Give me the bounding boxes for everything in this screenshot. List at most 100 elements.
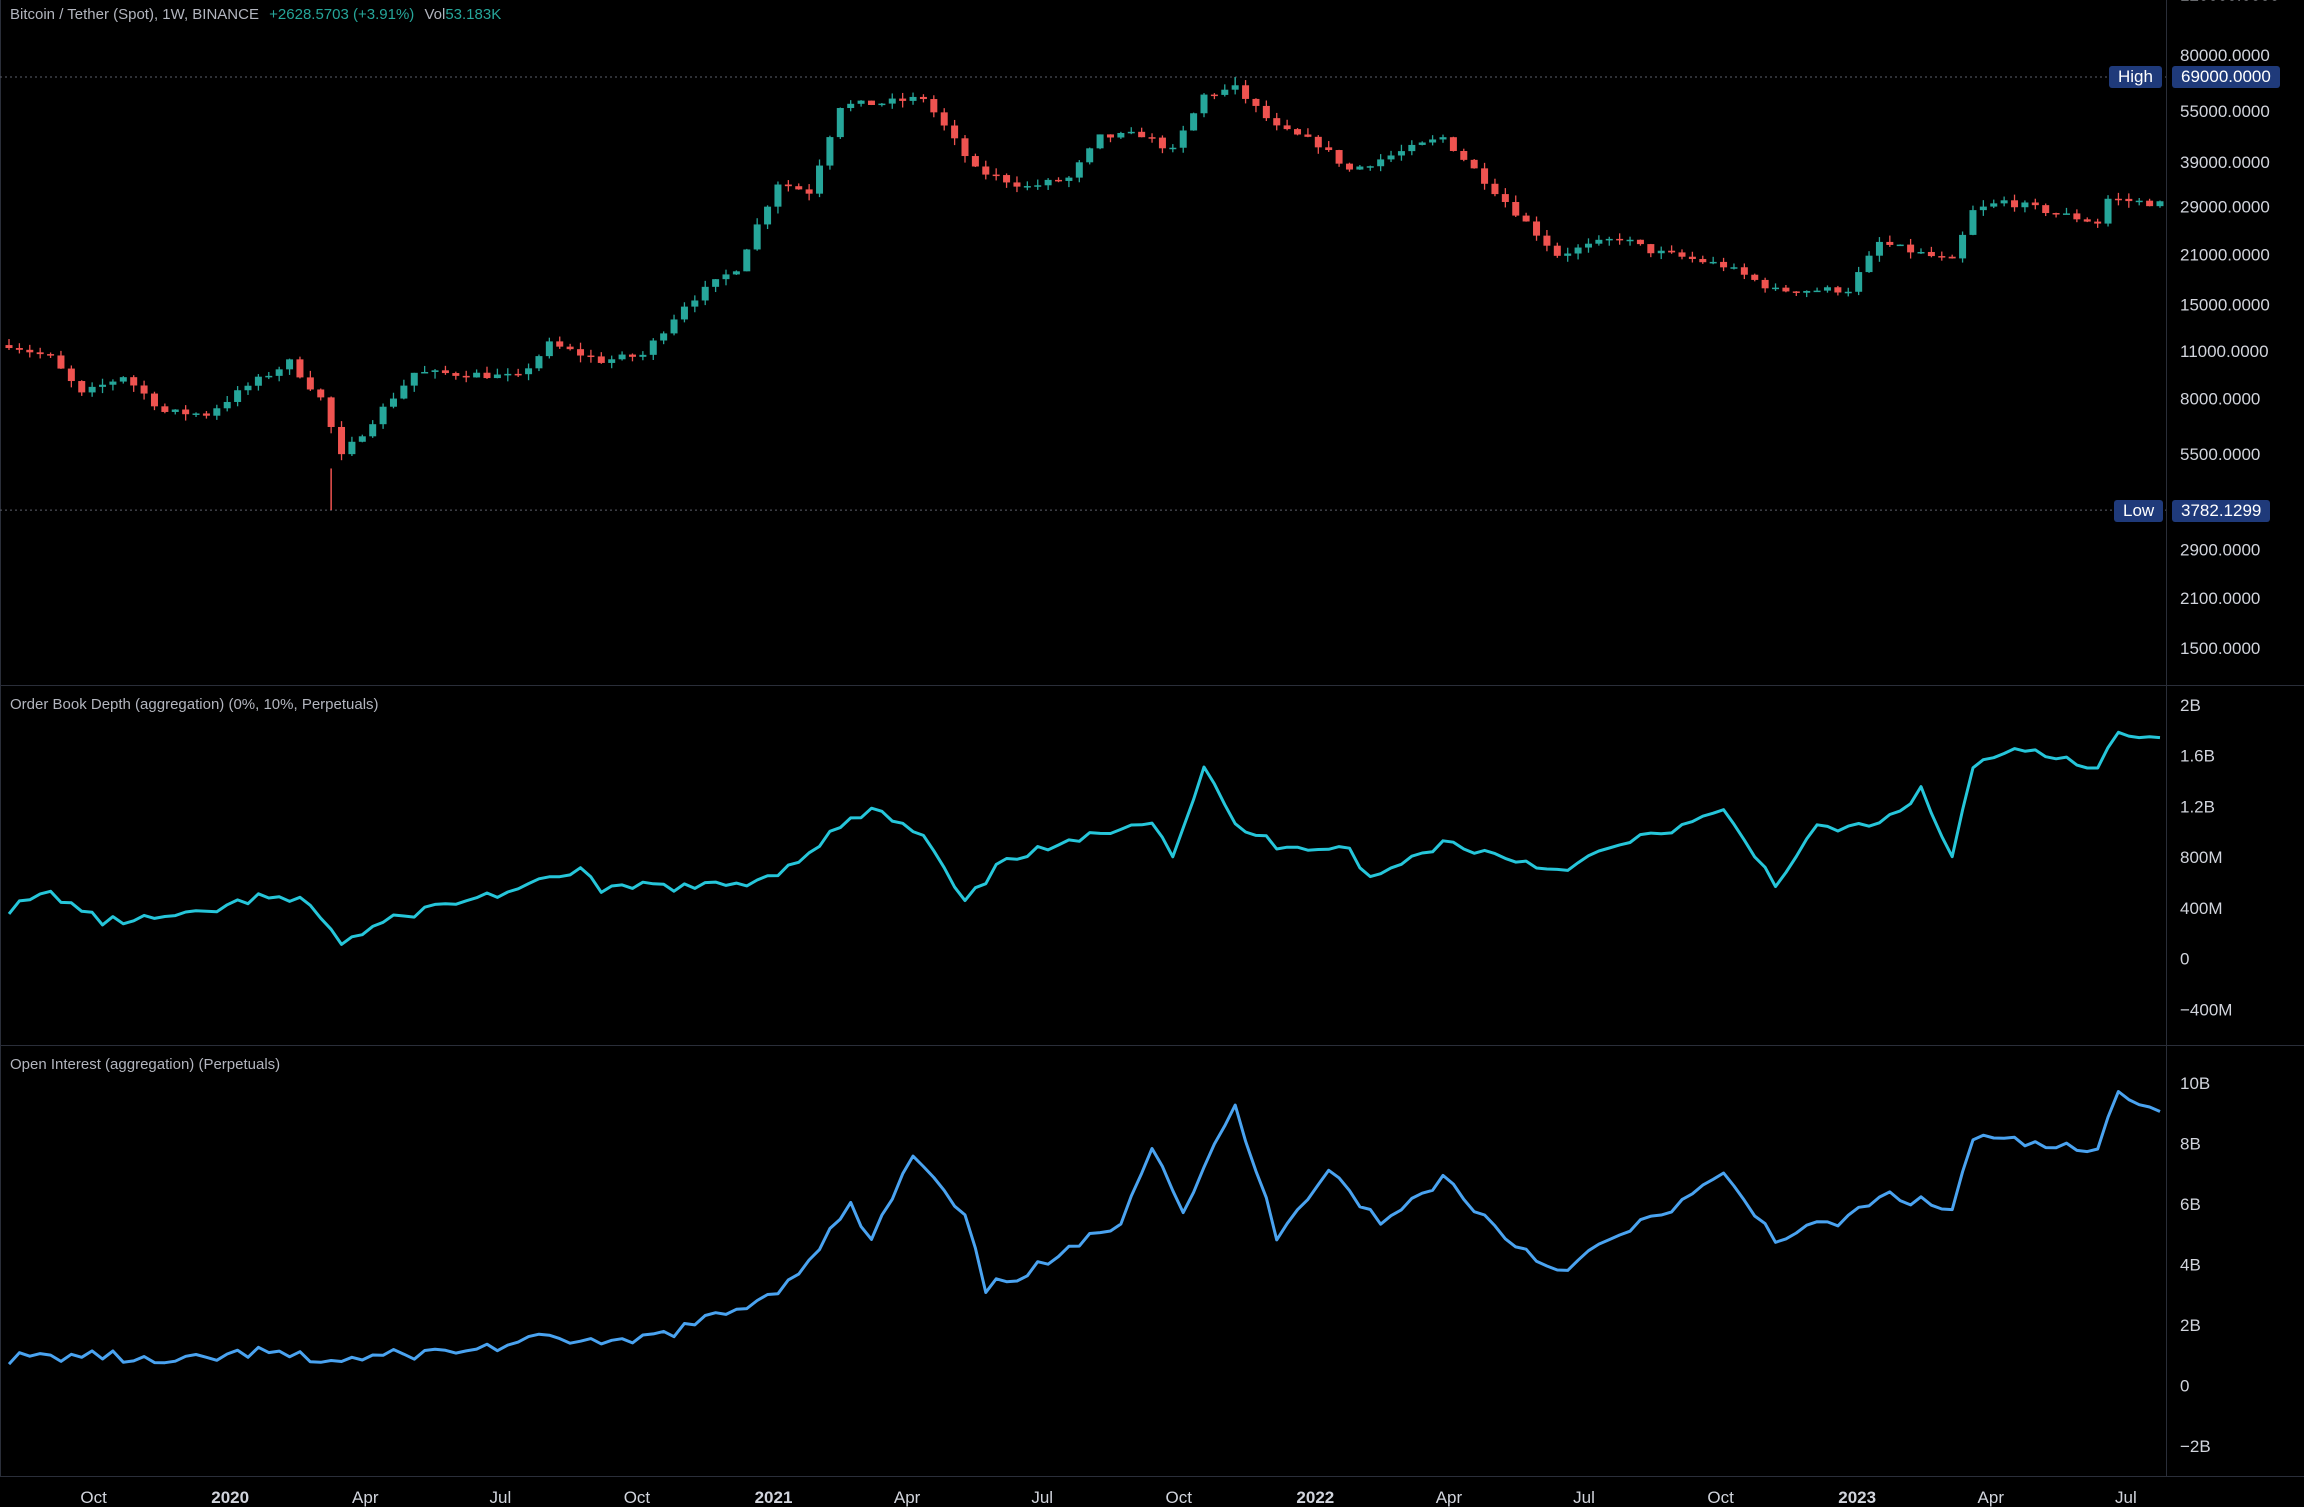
candle-body[interactable] [2062, 213, 2070, 215]
candle-body[interactable] [691, 300, 699, 307]
candle-body[interactable] [1387, 155, 1395, 160]
candle-body[interactable] [234, 390, 242, 402]
candle-body[interactable] [1491, 183, 1499, 195]
candle-body[interactable] [1616, 238, 1624, 241]
candle-body[interactable] [1720, 261, 1728, 268]
candle-body[interactable] [1792, 291, 1800, 293]
candle-body[interactable] [1574, 247, 1582, 254]
candle-body[interactable] [1418, 142, 1426, 145]
candle-body[interactable] [2011, 200, 2019, 208]
candle-body[interactable] [286, 359, 294, 370]
candle-body[interactable] [1553, 245, 1561, 256]
candle-body[interactable] [1366, 166, 1374, 168]
candle-body[interactable] [1262, 105, 1270, 119]
candle-body[interactable] [1979, 206, 1987, 211]
candle-body[interactable] [1605, 238, 1613, 241]
candle-body[interactable] [712, 279, 720, 287]
candle-body[interactable] [130, 377, 138, 386]
candle-body[interactable] [1501, 194, 1509, 202]
candle-body[interactable] [421, 371, 429, 374]
candle-body[interactable] [899, 98, 907, 101]
candle-body[interactable] [1990, 203, 1998, 207]
candle-body[interactable] [867, 100, 875, 105]
candle-body[interactable] [2073, 213, 2081, 220]
candle-body[interactable] [389, 398, 397, 407]
candle-body[interactable] [327, 397, 335, 427]
candle-body[interactable] [1740, 267, 1748, 275]
candle-body[interactable] [1013, 182, 1021, 187]
candle-body[interactable] [722, 274, 730, 280]
candle-body[interactable] [1699, 258, 1707, 263]
candle-body[interactable] [951, 125, 959, 139]
candle-body[interactable] [1190, 113, 1198, 131]
symbol-title[interactable]: Bitcoin / Tether (Spot), 1W, BINANCE [10, 6, 259, 23]
candle-body[interactable] [1200, 94, 1208, 114]
depth-series-line[interactable] [7, 730, 2161, 946]
candle-body[interactable] [1533, 221, 1541, 236]
candle-body[interactable] [67, 368, 75, 382]
candle-body[interactable] [816, 165, 824, 194]
price-axis[interactable]: 1500.0000 2100.0000 2900.0000 5500.0000 8000… [2180, 0, 2279, 1456]
open-interest-pane[interactable] [7, 1090, 2161, 1366]
candle-body[interactable] [1907, 244, 1915, 253]
oi-pane-title[interactable]: Open Interest (aggregation) (Perpetuals) [10, 1056, 281, 1073]
candle-body[interactable] [2000, 200, 2008, 204]
candle-body[interactable] [919, 96, 927, 100]
candle-body[interactable] [1106, 134, 1114, 138]
candle-body[interactable] [1834, 287, 1842, 293]
candle-body[interactable] [1543, 235, 1551, 246]
candle-body[interactable] [940, 112, 948, 126]
candle-body[interactable] [1273, 118, 1281, 126]
candle-body[interactable] [5, 345, 13, 349]
candle-body[interactable] [1096, 134, 1104, 149]
candle-body[interactable] [909, 96, 917, 101]
candle-body[interactable] [535, 356, 543, 369]
candle-body[interactable] [525, 368, 533, 375]
candle-body[interactable] [971, 156, 979, 167]
candle-body[interactable] [493, 374, 501, 379]
candle-body[interactable] [1117, 132, 1125, 138]
candle-body[interactable] [2052, 213, 2060, 215]
candle-body[interactable] [358, 436, 366, 442]
candle-body[interactable] [1584, 243, 1592, 248]
candle-body[interactable] [805, 189, 813, 194]
candle-body[interactable] [1429, 139, 1437, 143]
candle-body[interactable] [701, 286, 709, 301]
candle-body[interactable] [15, 348, 23, 350]
candle-body[interactable] [99, 384, 107, 387]
candle-body[interactable] [1221, 89, 1229, 95]
candle-body[interactable] [400, 385, 408, 399]
candle-body[interactable] [161, 406, 169, 412]
candle-body[interactable] [1865, 255, 1873, 273]
candle-body[interactable] [431, 370, 439, 372]
candle-body[interactable] [1969, 210, 1977, 235]
candle-body[interactable] [338, 426, 346, 455]
candle-body[interactable] [774, 184, 782, 207]
candle-body[interactable] [1003, 175, 1011, 183]
candle-body[interactable] [1761, 279, 1769, 289]
candle-body[interactable] [1668, 250, 1676, 253]
candle-body[interactable] [348, 441, 356, 455]
candle-body[interactable] [2042, 205, 2050, 214]
candle-body[interactable] [1148, 137, 1156, 139]
candle-body[interactable] [2146, 200, 2154, 207]
candle-body[interactable] [2114, 198, 2122, 201]
candle-body[interactable] [982, 166, 990, 175]
candle-body[interactable] [254, 376, 262, 386]
candle-body[interactable] [1688, 256, 1696, 259]
candle-body[interactable] [88, 386, 96, 393]
candle-body[interactable] [2083, 219, 2091, 222]
candle-body[interactable] [1886, 241, 1894, 245]
candle-body[interactable] [732, 271, 740, 275]
candle-body[interactable] [1917, 251, 1925, 254]
candle-body[interactable] [1823, 287, 1831, 291]
candle-body[interactable] [1481, 168, 1489, 184]
candle-body[interactable] [223, 401, 231, 409]
open-interest-series-line[interactable] [7, 1090, 2161, 1366]
candle-body[interactable] [26, 349, 34, 353]
candle-body[interactable] [182, 409, 190, 415]
depth-pane[interactable] [7, 730, 2161, 946]
candle-body[interactable] [888, 98, 896, 104]
candle-body[interactable] [317, 389, 325, 398]
candle-body[interactable] [1875, 241, 1883, 256]
